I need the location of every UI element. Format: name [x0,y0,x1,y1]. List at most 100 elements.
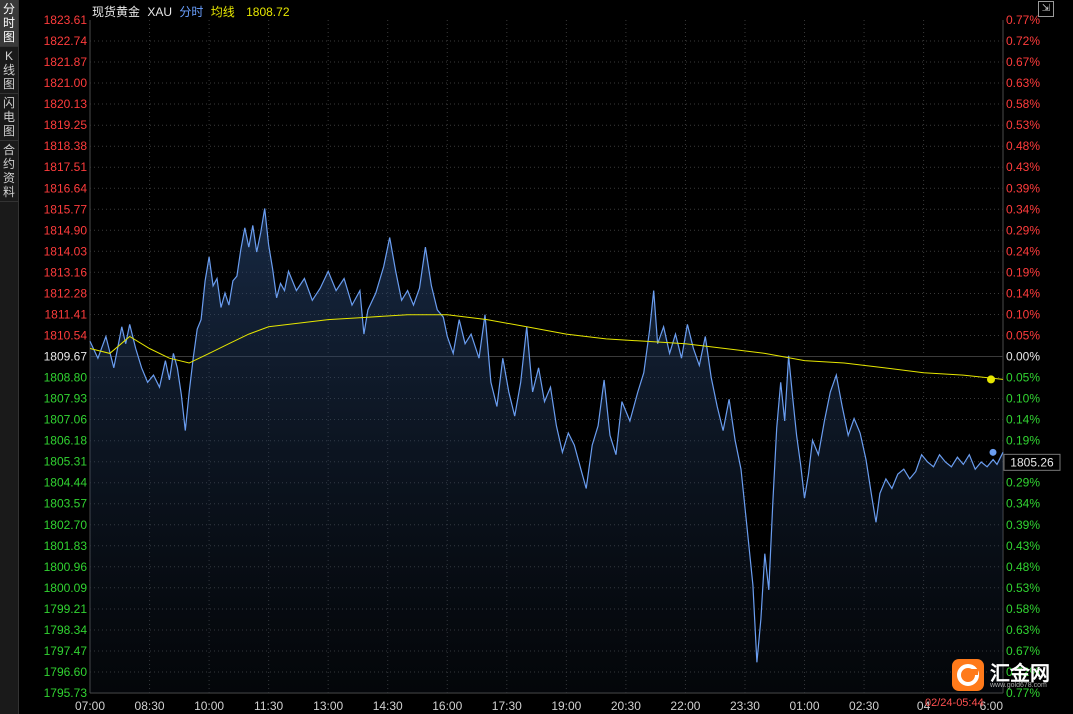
y-tick-label: 1814.90 [44,223,88,237]
y-tick-label: 1798.34 [44,623,88,637]
pct-tick-label: 0.58% [1006,97,1040,111]
y-tick-label: 1811.41 [45,307,88,321]
x-tick-label: 16:00 [432,699,462,713]
pct-tick-label: 0.53% [1006,581,1040,595]
pct-tick-label: 0.14% [1006,413,1040,427]
x-tick-label: 14:30 [373,699,403,713]
instrument-code: XAU [147,5,173,19]
mode-label: 分时 [179,5,204,19]
pct-tick-label: 0.39% [1006,518,1040,532]
x-tick-label: 01:00 [790,699,820,713]
y-tick-label: 1814.03 [44,244,88,258]
pct-tick-label: 0.24% [1006,455,1040,469]
pct-tick-label: 0.29% [1006,476,1040,490]
pct-tick-label: 0.43% [1006,160,1040,174]
avg-value: 1808.72 [246,5,290,19]
y-tick-label: 1823.61 [44,13,88,27]
pct-tick-label: 0.10% [1006,392,1040,406]
y-tick-label: 1821.00 [44,76,88,90]
price-line [89,208,1004,663]
sidebar: 分时图 K线图 闪电图 合约资料 [0,0,19,714]
y-tick-label: 1821.87 [44,55,88,69]
pct-tick-label: 0.43% [1006,539,1040,553]
expand-icon[interactable]: ⇲ [1038,1,1054,17]
y-tick-label: 1803.57 [44,497,88,511]
pct-tick-label: 0.58% [1006,602,1040,616]
y-tick-label: 1807.93 [44,392,88,406]
y-tick-label: 1804.44 [44,476,88,490]
y-tick-label: 1800.96 [44,560,88,574]
y-tick-label: 1813.16 [44,265,88,279]
sidebar-item-0[interactable]: 分时图 [0,0,18,47]
pct-tick-label: 0.48% [1006,560,1040,574]
timestamp: 02/24-05:44 [925,697,984,709]
chart-header: 现货黄金 XAU 分时 均线 1808.72 [92,3,294,20]
sidebar-item-2[interactable]: 闪电图 [0,94,18,141]
pct-tick-label: 0.05% [1006,328,1040,342]
sidebar-item-1[interactable]: K线图 [0,47,18,94]
pct-tick-label: 0.39% [1006,181,1040,195]
pct-tick-label: 0.53% [1006,118,1040,132]
logo: 汇金网 www.gold678.com [950,655,1068,695]
logo-text: 汇金网 [990,663,1050,685]
pct-tick-label: 0.48% [1006,139,1040,153]
x-tick-label: 19:00 [551,699,581,713]
pct-tick-label: 0.34% [1006,497,1040,511]
pct-tick-label: 0.29% [1006,223,1040,237]
pct-tick-label: 0.63% [1006,76,1040,90]
y-tick-label: 1796.60 [44,665,88,679]
x-tick-label: 22:00 [670,699,700,713]
y-tick-label: 1797.47 [44,644,88,658]
y-tick-label: 1805.31 [44,455,88,469]
y-tick-label: 1809.67 [44,350,88,364]
current-price-tag: 1805.26 [1010,455,1054,469]
price-area [90,208,1003,693]
x-tick-label: 07:00 [75,699,105,713]
x-tick-label: 10:00 [194,699,224,713]
y-tick-label: 1800.09 [44,581,88,595]
x-tick-label: 08:30 [135,699,165,713]
y-tick-label: 1808.80 [44,371,88,385]
pct-tick-label: 0.63% [1006,623,1040,637]
y-tick-label: 1818.38 [44,139,88,153]
pct-tick-label: 0.72% [1006,34,1040,48]
instrument-name: 现货黄金 [92,5,141,19]
pct-tick-label: 0.24% [1006,244,1040,258]
y-tick-label: 1815.77 [44,202,88,216]
x-tick-label: 02:30 [849,699,879,713]
x-tick-label: 23:30 [730,699,760,713]
y-tick-label: 1795.73 [44,686,88,700]
pct-tick-label: 0.05% [1006,371,1040,385]
sidebar-item-3[interactable]: 合约资料 [0,141,18,202]
pct-tick-label: 0.19% [1006,434,1040,448]
y-tick-label: 1822.74 [44,34,88,48]
current-price-box [1003,453,1061,471]
y-tick-label: 1807.06 [44,413,88,427]
y-tick-label: 1820.13 [44,97,88,111]
pct-tick-label: 0.14% [1006,286,1040,300]
x-tick-label: 17:30 [492,699,522,713]
pct-tick-label: 0.77% [1006,13,1040,27]
y-tick-label: 1802.70 [44,518,88,532]
y-tick-label: 1801.83 [44,539,88,553]
y-tick-label: 1819.25 [44,118,88,132]
pct-tick-label: 0.34% [1006,202,1040,216]
logo-url: www.gold678.com [990,682,1047,689]
price-end-marker [989,448,997,456]
y-tick-label: 1817.51 [44,160,88,174]
average-end-marker [987,375,995,384]
pct-tick-label: 0.67% [1006,55,1040,69]
x-tick-label: 13:00 [313,699,343,713]
average-line [89,314,1004,380]
y-tick-label: 1816.64 [44,181,88,195]
avg-label: 均线 [210,5,235,19]
pct-tick-label: 0.19% [1006,265,1040,279]
pct-tick-label: 0.00% [1006,350,1040,364]
y-tick-label: 1812.28 [44,286,88,300]
y-tick-label: 1810.54 [44,328,88,342]
x-tick-label: 11:30 [254,699,283,713]
pct-tick-label: 0.10% [1006,307,1040,321]
x-tick-label: 20:30 [611,699,641,713]
y-tick-label: 1806.18 [44,434,88,448]
